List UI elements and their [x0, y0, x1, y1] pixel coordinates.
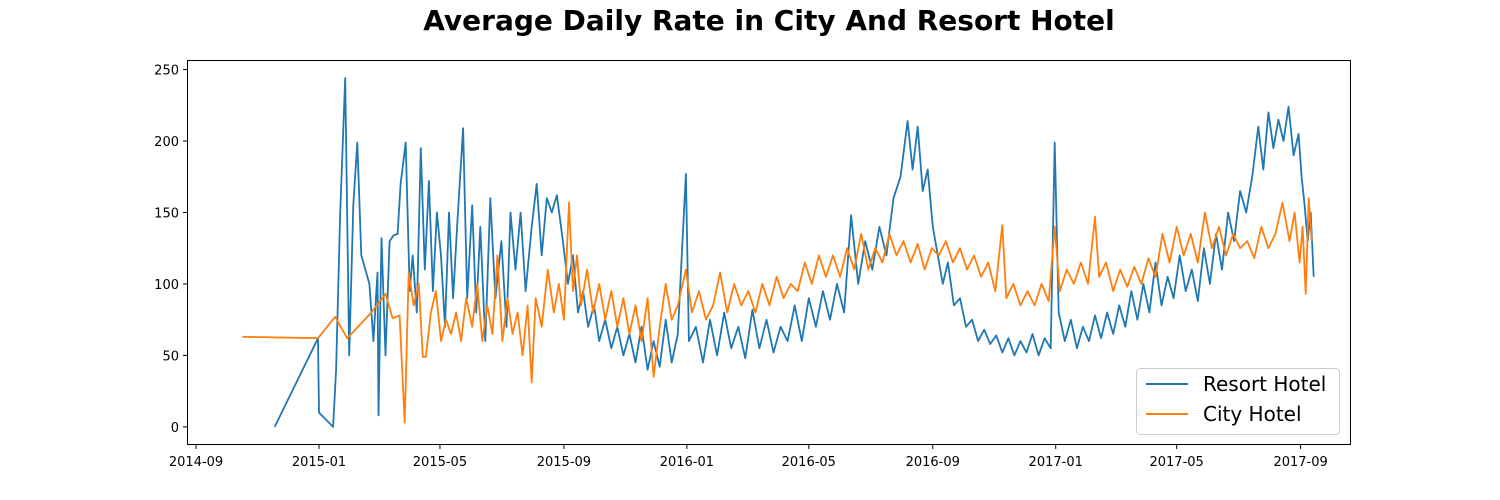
- y-tick-label: 250: [154, 64, 179, 79]
- y-tick-label: 0: [171, 421, 179, 436]
- y-axis: 0 50 100 150 200 250: [154, 64, 188, 436]
- series-layer: [242, 77, 1315, 428]
- x-tick-label: 2017-09: [1273, 455, 1327, 470]
- x-tick-label: 2016-09: [906, 455, 960, 470]
- x-tick-label: 2016-01: [660, 455, 714, 470]
- chart-title: Average Daily Rate in City And Resort Ho…: [423, 4, 1115, 37]
- y-tick-label: 200: [154, 135, 179, 150]
- legend-label-city-hotel: City Hotel: [1203, 402, 1302, 426]
- legend-label-resort-hotel: Resort Hotel: [1203, 372, 1326, 396]
- series-line-resort-hotel: [273, 77, 1315, 428]
- x-tick-label: 2016-05: [782, 455, 836, 470]
- legend: Resort Hotel City Hotel: [1136, 368, 1340, 435]
- y-tick-label: 150: [154, 206, 179, 221]
- x-axis: 2014-09 2015-01 2015-05 2015-09 2016-01 2016-…: [169, 444, 1328, 470]
- x-tick-label: 2015-01: [292, 455, 346, 470]
- x-tick-label: 2015-05: [413, 455, 467, 470]
- x-tick-label: 2017-05: [1149, 455, 1203, 470]
- plot-frame: [187, 60, 1351, 445]
- series-line-city-hotel: [242, 197, 1313, 424]
- x-tick-label: 2015-09: [537, 455, 591, 470]
- y-tick-label: 100: [154, 278, 179, 293]
- y-tick-label: 50: [162, 349, 179, 364]
- x-tick-label: 2014-09: [169, 455, 223, 470]
- x-tick-label: 2017-01: [1029, 455, 1083, 470]
